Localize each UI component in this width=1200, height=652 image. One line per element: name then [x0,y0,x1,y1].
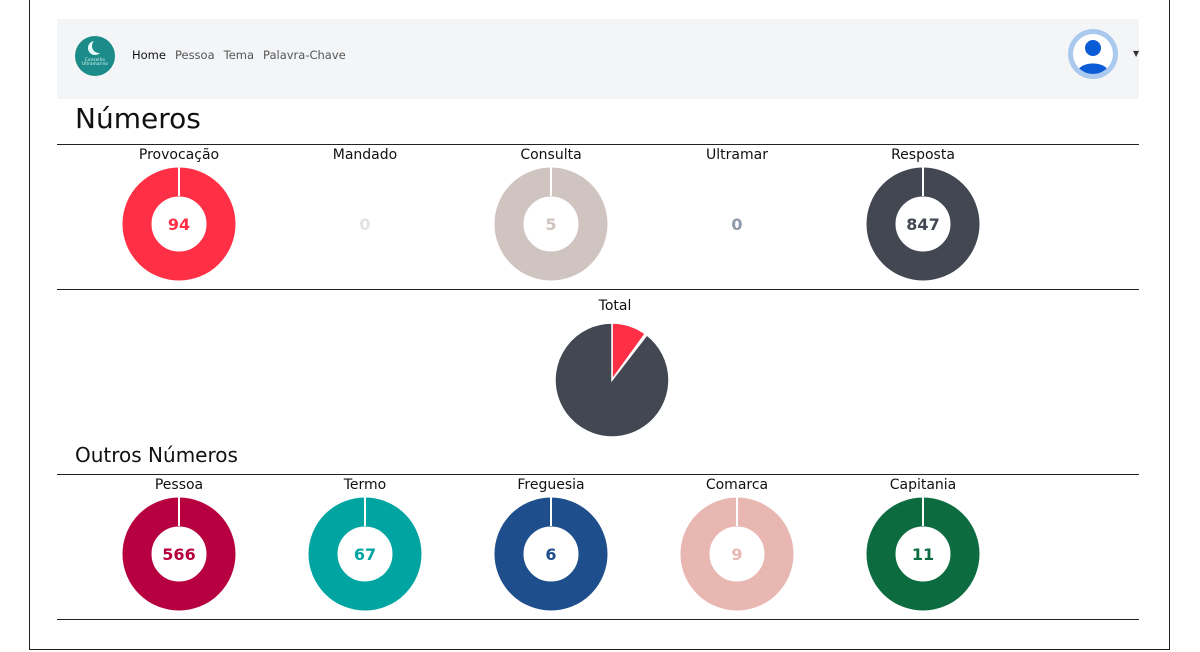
donut-chart: 9 [680,497,794,611]
user-avatar-button[interactable] [1068,29,1118,79]
stat-label: Consulta [520,147,582,163]
nav-link-home[interactable]: Home [132,48,166,62]
stat-label: Freguesia [517,477,585,493]
stat-label: Capitania [889,477,957,493]
nav-link-tema[interactable]: Tema [223,48,255,62]
donut-chart: 5 [494,167,608,281]
donut-value: 6 [545,545,556,564]
donut-value: 566 [162,545,195,564]
donut-chart: 6 [494,497,608,611]
donut-chart: 94 [122,167,236,281]
page-title: Números [75,102,201,135]
donut-value: 0 [731,215,742,234]
divider [57,474,1139,475]
user-avatar-icon [1073,34,1113,74]
donut-value: 0 [359,215,370,234]
pie-slice-resposta [554,322,670,438]
site-logo[interactable]: Conselho Ultramarino [75,36,115,76]
nav-links: Home Pessoa Tema Palavra-Chave [132,48,355,62]
stat-label: Pessoa [154,477,204,493]
stat-label: Ultramar [706,147,768,163]
stat-label: Resposta [891,147,955,163]
total-label: Total [598,298,632,314]
section-title: Outros Números [75,443,238,467]
nav-link-pessoa[interactable]: Pessoa [174,48,215,62]
donut-chart: 11 [866,497,980,611]
nav-link-palavra-chave[interactable]: Palavra-Chave [263,48,346,62]
crescent-moon-icon [88,41,102,55]
donut-value: 11 [912,545,934,564]
stat-label: Termo [343,477,387,493]
caret-down-icon[interactable]: ▼ [1133,49,1140,58]
stat-label: Comarca [705,477,769,493]
donut-chart: 0 [359,215,370,234]
divider [57,144,1139,145]
donut-chart: 847 [866,167,980,281]
divider [57,289,1139,290]
donut-value: 847 [906,215,939,234]
donut-chart: 0 [731,215,742,234]
stat-label: Mandado [332,147,398,163]
total-pie-chart [554,322,670,438]
donut-value: 67 [354,545,376,564]
donut-chart: 566 [122,497,236,611]
stat-label: Provocação [138,147,220,163]
page-frame [29,0,1170,650]
donut-value: 9 [731,545,742,564]
navbar: Conselho Ultramarino Home Pessoa Tema Pa… [57,19,1139,99]
donut-value: 94 [168,215,190,234]
donut-value: 5 [545,215,556,234]
logo-text: Conselho Ultramarino [82,56,108,66]
donut-chart: 67 [308,497,422,611]
divider [57,619,1139,620]
